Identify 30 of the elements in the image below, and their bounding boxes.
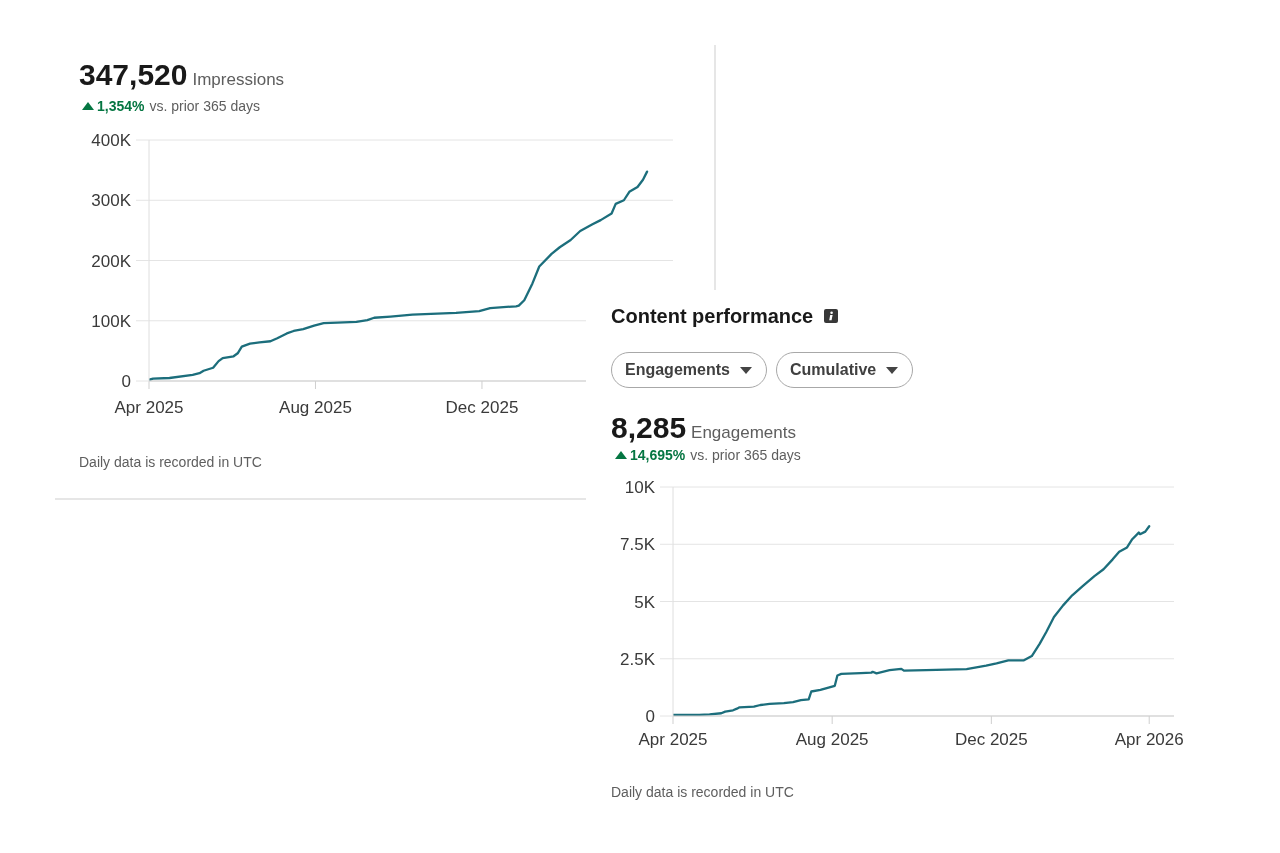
chart-subtitle: Impressions [192, 70, 285, 90]
x-tick-label: Dec 2025 [445, 398, 519, 418]
text: vs. prior 365 days [690, 447, 801, 463]
chart-title: 347,520 [79, 58, 188, 92]
text: Daily data is recorded in UTC [611, 784, 794, 800]
text: 8,285 [611, 411, 687, 445]
y-tick-label: 0 [645, 707, 655, 727]
annotation: Engagements [625, 361, 730, 379]
x-tick-label: Dec 2025 [954, 730, 1028, 750]
y-tick-label: 400K [91, 131, 132, 151]
y-tick-label: 2.5K [620, 649, 656, 669]
y-tick-label: 5K [634, 592, 656, 612]
y-tick-label: 0 [121, 372, 131, 392]
y-tick-label: 7.5K [620, 535, 656, 555]
y-tick-label: 300K [91, 191, 132, 211]
y-tick-label: 100K [91, 311, 132, 331]
text: vs. prior 365 days [149, 98, 260, 114]
x-tick-label: Apr 2025 [114, 398, 184, 418]
y-tick-label: 10K [624, 478, 656, 498]
x-tick-label: Aug 2025 [795, 730, 869, 750]
text: Daily data is recorded in UTC [79, 454, 262, 470]
text: 14,695% [630, 447, 686, 463]
x-tick-label: Apr 2025 [638, 730, 708, 750]
x-tick-label: Aug 2025 [279, 398, 352, 418]
y-tick-label: 200K [91, 251, 132, 271]
x-tick-label: Apr 2026 [1114, 730, 1184, 750]
line-series [673, 525, 1151, 716]
text: 1,354% [97, 98, 145, 114]
text: Engagements [691, 423, 796, 443]
chart-title: Content performance [611, 304, 814, 329]
